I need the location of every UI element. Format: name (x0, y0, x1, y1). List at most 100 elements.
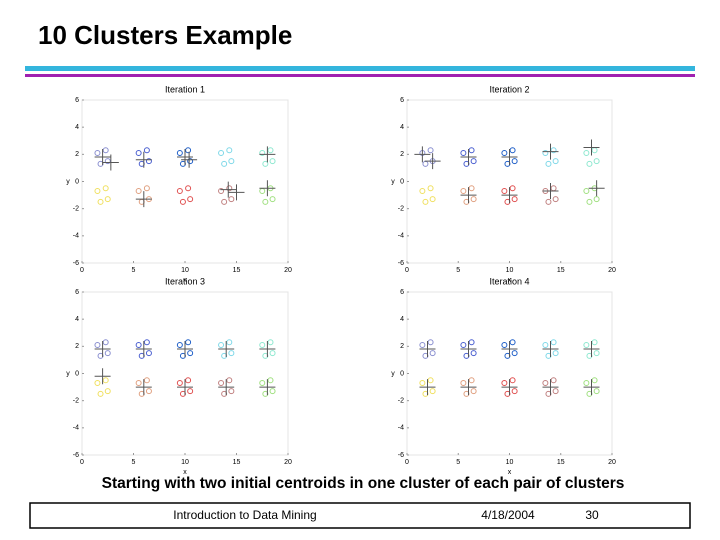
point (228, 388, 235, 395)
point (583, 380, 590, 387)
chart-title: Iteration 1 (165, 84, 205, 94)
point (226, 339, 233, 346)
point (460, 149, 467, 156)
point (583, 149, 590, 156)
point (552, 388, 559, 395)
point (102, 185, 109, 192)
centroid (542, 183, 559, 200)
point (145, 350, 152, 357)
point (267, 377, 274, 384)
x-axis-label: x (508, 469, 512, 476)
plot-frame (81, 291, 289, 456)
y-tick-label: 6 (75, 97, 79, 104)
point (468, 147, 475, 154)
point (419, 188, 426, 195)
x-tick-label: 0 (405, 459, 409, 466)
title-bar-purple (25, 74, 695, 77)
point (593, 196, 600, 203)
point (427, 147, 434, 154)
point (135, 188, 142, 195)
centroid (259, 146, 276, 163)
point (187, 196, 194, 203)
point (460, 188, 467, 195)
point (143, 377, 150, 384)
y-tick-label: 0 (400, 178, 404, 185)
plot-frame (81, 99, 289, 264)
centroid (94, 368, 111, 385)
centroid (259, 379, 276, 396)
point (509, 339, 516, 346)
point (583, 188, 590, 195)
point (102, 377, 109, 384)
centroid (218, 379, 235, 396)
point (228, 196, 235, 203)
footer-course: Introduction to Data Mining (173, 508, 316, 522)
point (422, 198, 429, 205)
point (583, 341, 590, 348)
point (542, 380, 549, 387)
point (218, 380, 225, 387)
centroid (135, 379, 152, 396)
x-tick-label: 0 (80, 459, 84, 466)
centroid (501, 187, 518, 204)
point (591, 339, 598, 346)
x-tick-label: 5 (456, 267, 460, 274)
chart-title: Iteration 3 (165, 276, 205, 286)
point (460, 341, 467, 348)
centroid (177, 379, 193, 396)
point (427, 339, 434, 346)
point (218, 149, 225, 156)
y-axis-label: y (391, 178, 395, 185)
point (470, 350, 477, 357)
point (102, 147, 109, 154)
x-tick-label: 0 (405, 267, 409, 274)
point (104, 158, 111, 165)
point (269, 350, 276, 357)
plot-frame (406, 99, 613, 264)
point (185, 147, 192, 154)
point (94, 188, 101, 195)
y-axis-label: y (66, 370, 70, 377)
point (501, 341, 508, 348)
centroid (259, 341, 276, 358)
point (501, 149, 508, 156)
point (509, 147, 516, 154)
point (262, 198, 269, 205)
point (226, 185, 233, 192)
point (470, 388, 477, 395)
x-tick-label: 10 (506, 267, 514, 274)
point (470, 158, 477, 165)
point (135, 341, 142, 348)
point (176, 149, 183, 156)
point (552, 350, 559, 357)
centroid (135, 151, 152, 168)
point (591, 147, 598, 154)
point (545, 160, 552, 167)
point (501, 188, 508, 195)
centroid (419, 341, 436, 358)
centroid (414, 146, 431, 163)
centroid (542, 341, 559, 358)
point (226, 377, 233, 384)
centroid (583, 341, 600, 358)
point (427, 185, 434, 192)
chart-title: Iteration 4 (489, 276, 529, 286)
x-tick-label: 15 (233, 459, 241, 466)
point (135, 149, 142, 156)
point (135, 380, 142, 387)
centroid (460, 341, 477, 358)
x-tick-label: 5 (456, 459, 460, 466)
slide-title: 10 Clusters Example (38, 20, 292, 50)
point (550, 377, 557, 384)
y-tick-label: -4 (73, 425, 79, 432)
y-tick-label: -2 (73, 398, 79, 405)
point (511, 158, 518, 165)
centroid (135, 341, 152, 358)
point (143, 185, 150, 192)
point (267, 339, 274, 346)
y-tick-label: 4 (400, 124, 404, 131)
x-tick-label: 10 (181, 459, 189, 466)
centroid (259, 180, 276, 197)
point (460, 380, 467, 387)
point (185, 185, 192, 192)
